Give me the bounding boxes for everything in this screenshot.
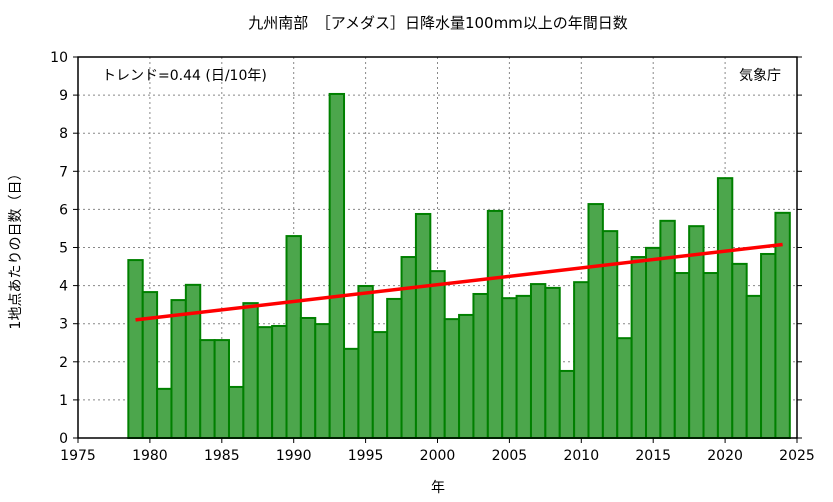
source-label: 気象庁	[739, 68, 781, 84]
bar-1990	[285, 235, 302, 439]
chart-title: 九州南部 ［アメダス］日降水量100mm以上の年間日数	[248, 14, 628, 32]
bar-2008	[544, 286, 561, 439]
bar-2003	[472, 292, 489, 439]
bar-2006	[515, 294, 532, 439]
y-tick-label: 10	[50, 50, 68, 66]
trend-label: トレンド=0.44 (日/10年)	[102, 68, 267, 84]
bar-2018	[688, 225, 705, 439]
bar-1997	[386, 297, 403, 439]
bar-2002	[458, 313, 475, 440]
x-tick-label: 2015	[635, 448, 671, 464]
bar-2022	[745, 294, 763, 439]
bar-2013	[616, 337, 633, 440]
bar-2011	[587, 203, 604, 439]
bar-1994	[343, 347, 360, 440]
bar-2023	[760, 252, 777, 439]
x-tick-label: 1980	[132, 448, 168, 464]
y-tick-label: 1	[59, 393, 68, 409]
y-tick-label: 3	[59, 317, 68, 333]
bar-1983	[184, 283, 202, 440]
bar-1979	[127, 259, 144, 439]
bar-1992	[314, 323, 331, 439]
bar-2005	[501, 297, 518, 439]
bar-1982	[170, 299, 187, 439]
x-tick-label: 2010	[563, 448, 599, 464]
y-axis-label: 1地点あたりの日数（日）	[8, 167, 24, 330]
bar-2017	[673, 272, 691, 440]
x-tick-label: 2020	[707, 448, 743, 464]
bar-2004	[486, 209, 504, 439]
bar-2020	[716, 177, 734, 440]
x-axis-label: 年	[431, 480, 445, 496]
bar-1998	[400, 256, 417, 439]
y-tick-label: 6	[59, 202, 68, 218]
x-tick-label: 1995	[348, 448, 384, 464]
bar-2019	[702, 272, 719, 440]
y-tick-label: 8	[59, 126, 68, 142]
bar-1989	[271, 324, 288, 439]
bar-1993	[328, 92, 346, 439]
bar-1996	[371, 331, 389, 439]
bar-1999	[414, 212, 432, 439]
y-tick-label: 5	[59, 241, 68, 257]
bar-1995	[357, 284, 374, 439]
y-tick-label: 4	[59, 279, 68, 295]
bar-2016	[659, 219, 676, 439]
x-tick-label: 1990	[276, 448, 312, 464]
bar-1987	[242, 302, 259, 439]
x-tick-label: 2000	[420, 448, 456, 464]
bar-2015	[645, 246, 662, 439]
y-tick-label: 7	[59, 164, 68, 180]
x-tick-label: 1985	[204, 448, 240, 464]
y-tick-label: 2	[59, 355, 68, 371]
trend-line	[135, 242, 783, 322]
bar-2007	[529, 283, 547, 439]
bar-2000	[429, 270, 446, 440]
bar-2001	[443, 318, 461, 439]
bar-1986	[227, 385, 245, 440]
bar-1984	[199, 339, 216, 440]
bar-1988	[256, 326, 274, 439]
bar-2012	[601, 230, 619, 439]
x-tick-label: 1975	[60, 448, 96, 464]
bar-2021	[731, 262, 748, 439]
bar-2009	[558, 369, 576, 439]
y-tick-label: 0	[59, 431, 68, 447]
x-tick-label: 2025	[779, 448, 815, 464]
bar-1991	[299, 316, 317, 439]
bar-1981	[156, 387, 173, 440]
y-tick-label: 9	[59, 88, 68, 104]
bar-2014	[630, 256, 648, 439]
x-tick-label: 2005	[492, 448, 528, 464]
bar-1985	[213, 339, 230, 440]
bar-1980	[141, 291, 159, 439]
bar-2010	[573, 281, 590, 439]
